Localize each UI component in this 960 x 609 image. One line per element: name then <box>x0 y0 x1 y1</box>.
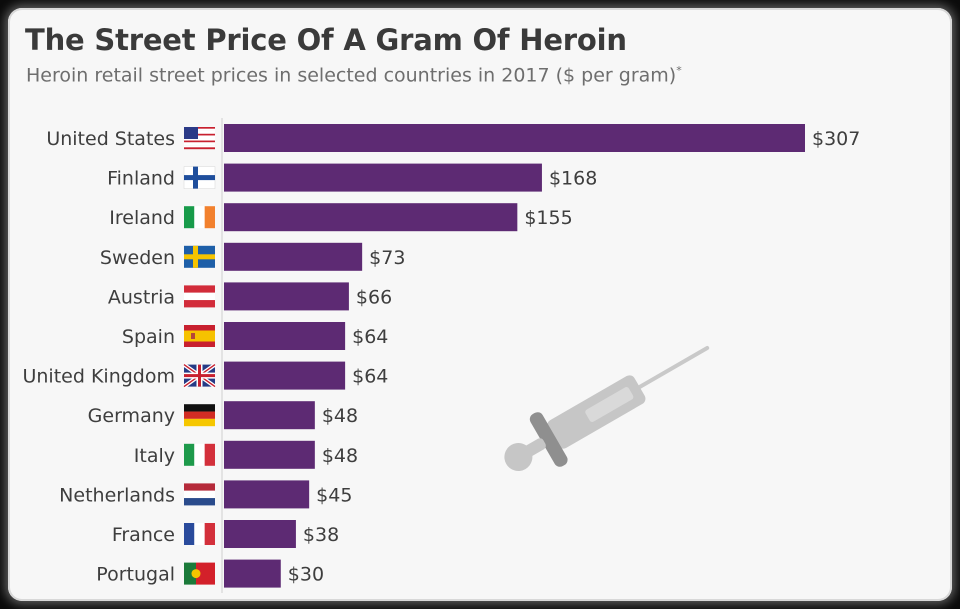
chart-title: The Street Price Of A Gram Of Heroin <box>25 23 627 57</box>
value-label: $30 <box>288 564 324 586</box>
bar-row: Austria $66 <box>108 282 392 311</box>
bar <box>224 124 805 152</box>
category-label: United Kingdom <box>22 366 175 388</box>
chart-subtitle: Heroin retail street prices in selected … <box>26 64 682 86</box>
value-label: $155 <box>524 207 572 229</box>
fi-flag-icon <box>183 166 216 189</box>
bar <box>224 163 542 192</box>
nl-flag-icon <box>184 483 215 506</box>
it-flag-icon <box>184 443 215 466</box>
bar-rows: United States $307 Finland $168 Ireland $155 S… <box>22 124 860 588</box>
gb-flag-icon <box>182 362 217 389</box>
chart-card: The Street Price Of A Gram Of Heroin Her… <box>8 8 952 601</box>
bar-row: Sweden $73 <box>100 242 405 271</box>
value-label: $45 <box>316 484 352 506</box>
bar <box>224 242 363 271</box>
de-flag-icon <box>184 404 215 427</box>
bar-row: France $38 <box>112 520 339 548</box>
bar <box>224 203 518 232</box>
syringe-thumb <box>504 443 533 471</box>
bar-row: Germany $48 <box>88 401 358 430</box>
at-flag-icon <box>184 285 215 308</box>
category-label: Ireland <box>109 207 175 229</box>
bar <box>224 401 315 430</box>
value-label: $168 <box>549 168 597 190</box>
bar-row: Spain $64 <box>122 322 388 350</box>
bar-row: Finland $168 <box>107 163 597 192</box>
bar <box>224 520 296 548</box>
syringe-needle <box>637 346 710 389</box>
us-flag-icon <box>184 127 215 150</box>
bar-row: United States $307 <box>46 124 860 152</box>
bar <box>224 361 346 390</box>
bar <box>224 282 349 311</box>
category-label: Spain <box>122 326 175 348</box>
category-label: Germany <box>88 405 175 427</box>
value-label: $73 <box>369 247 405 269</box>
bar <box>224 480 310 509</box>
category-label: Austria <box>108 286 175 308</box>
bar-row: Ireland $155 <box>109 203 573 232</box>
category-label: Portugal <box>96 564 175 586</box>
category-label: United States <box>46 128 175 150</box>
bar-row: Netherlands $45 <box>59 480 352 509</box>
se-flag-icon <box>184 245 215 268</box>
subtitle-text: Heroin retail street prices in selected … <box>26 64 677 87</box>
es-flag-icon <box>184 325 215 347</box>
value-label: $38 <box>303 524 339 546</box>
ie-flag-icon <box>184 206 215 229</box>
bar <box>224 440 315 469</box>
bar-row: Italy $48 <box>134 440 358 469</box>
bar-row: Portugal $30 <box>96 559 324 588</box>
bar-row: United Kingdom $64 <box>22 361 388 390</box>
value-label: $64 <box>352 366 388 388</box>
bar <box>224 322 346 350</box>
category-label: Netherlands <box>59 484 175 506</box>
value-label: $64 <box>352 326 388 348</box>
syringe-plunger-ring <box>529 412 568 467</box>
value-label: $66 <box>356 286 392 308</box>
value-label: $307 <box>812 128 860 150</box>
syringe-fill <box>585 387 634 422</box>
value-label: $48 <box>322 445 358 467</box>
category-label: Italy <box>134 445 175 467</box>
category-label: Sweden <box>100 247 175 269</box>
category-label: France <box>112 524 175 546</box>
subtitle-footnote-mark: * <box>676 64 682 77</box>
category-label: Finland <box>107 168 175 190</box>
syringe-icon <box>504 346 710 471</box>
pt-flag-icon <box>184 562 215 585</box>
value-label: $48 <box>322 405 358 427</box>
bar <box>224 559 281 588</box>
fr-flag-icon <box>184 523 215 545</box>
